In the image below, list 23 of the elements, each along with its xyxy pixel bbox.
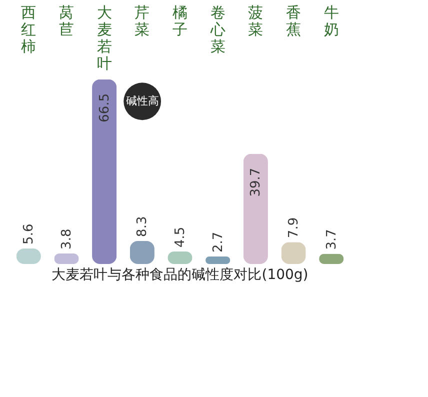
x-tick-label: 西红柿 (21, 4, 36, 56)
bar (206, 256, 230, 264)
data-label: 3.8 (59, 228, 74, 250)
data-label: 3.7 (324, 229, 340, 250)
x-tick-label: 莴苣 (58, 4, 74, 38)
annotation: 碱性高 (126, 94, 159, 108)
x-tick-label: 卷心菜 (209, 4, 226, 56)
x-tick-label: 橘子 (172, 4, 188, 38)
data-label: 5.6 (22, 224, 37, 244)
data-label: 4.5 (173, 226, 188, 248)
data-label: 2.7 (210, 232, 226, 253)
data-label: 7.9 (286, 217, 302, 238)
x-tick-label: 牛奶 (324, 4, 339, 38)
x-tick-label: 大麦若叶 (96, 4, 112, 72)
data-label: 66.5 (97, 93, 112, 122)
x-tick-label: 菠菜 (248, 4, 264, 38)
bar (92, 79, 117, 264)
data-label: 8.3 (135, 216, 150, 237)
data-label: 39.7 (248, 168, 264, 197)
bar (243, 154, 268, 264)
x-tick-label: 芹菜 (134, 4, 150, 38)
text: 大麦若叶与各种食品的碱性度对比(100g) (52, 267, 308, 283)
x-tick-label: 香蕉 (286, 4, 302, 38)
